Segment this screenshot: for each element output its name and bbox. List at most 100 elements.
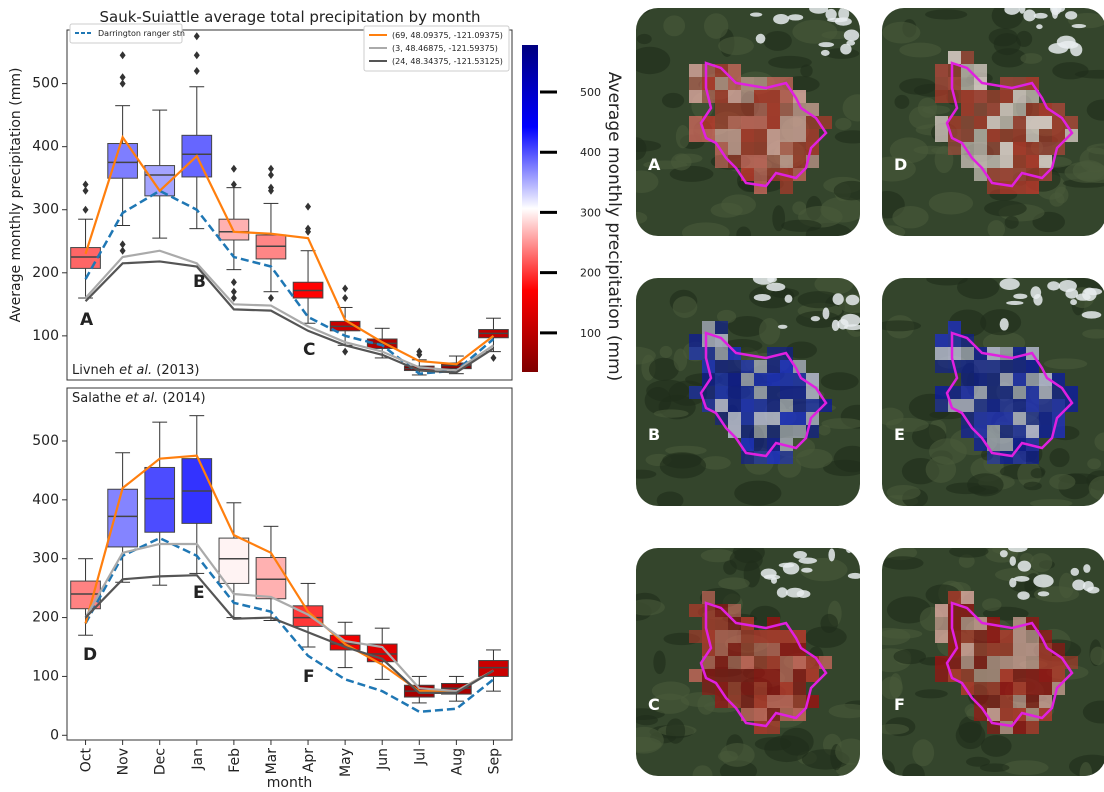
grid-cell xyxy=(806,129,819,142)
box-group xyxy=(181,415,213,574)
grid-cell xyxy=(754,669,767,682)
flier xyxy=(267,294,274,303)
grid-cell xyxy=(935,617,948,630)
grid-cell xyxy=(767,630,780,643)
grid-cell xyxy=(1013,90,1026,103)
grid-cell xyxy=(1026,103,1039,116)
snow xyxy=(845,548,853,554)
box xyxy=(70,580,101,610)
grid-cell xyxy=(948,347,961,360)
grid-cell xyxy=(948,656,961,669)
grid-cell xyxy=(689,669,702,682)
grid-cell xyxy=(793,155,806,168)
grid-cell xyxy=(961,399,974,412)
terrain xyxy=(719,760,758,776)
grid-cell xyxy=(1039,142,1052,155)
grid-cell xyxy=(1000,412,1013,425)
map-label: F xyxy=(894,695,905,714)
grid-cell xyxy=(702,77,715,90)
grid-cell xyxy=(793,669,806,682)
terrain xyxy=(842,94,860,122)
grid-cell xyxy=(689,77,702,90)
terrain xyxy=(1079,147,1104,173)
grid-cell xyxy=(1052,399,1065,412)
snow xyxy=(1013,576,1030,582)
grid-cell xyxy=(689,116,702,129)
terrain xyxy=(1049,473,1076,490)
flier xyxy=(193,51,200,60)
grid-cell xyxy=(961,373,974,386)
grid-cell xyxy=(961,630,974,643)
grid-cell xyxy=(974,90,987,103)
snow xyxy=(793,550,807,559)
terrain xyxy=(893,648,927,665)
terrain xyxy=(799,557,848,582)
grid-cell xyxy=(1026,181,1039,194)
grid-cell xyxy=(974,142,987,155)
grid-cell xyxy=(793,142,806,155)
grid-cell xyxy=(987,103,1000,116)
grid-cell xyxy=(702,321,715,334)
grid-cell xyxy=(987,643,1000,656)
grid-cell xyxy=(961,656,974,669)
grid-cell xyxy=(961,386,974,399)
grid-cell xyxy=(728,142,741,155)
grid-cell xyxy=(702,116,715,129)
grid-cell xyxy=(780,129,793,142)
grid-cell xyxy=(1013,682,1026,695)
grid-cell xyxy=(974,643,987,656)
grid-cell xyxy=(1013,399,1026,412)
grid-cell xyxy=(1013,425,1026,438)
snow xyxy=(809,8,829,14)
flier xyxy=(82,186,89,195)
grid-cell xyxy=(728,347,741,360)
grid-cell xyxy=(728,412,741,425)
snow xyxy=(820,49,830,56)
terrain xyxy=(781,219,822,232)
grid-cell xyxy=(1013,155,1026,168)
grid-cell xyxy=(780,669,793,682)
flier xyxy=(342,284,349,293)
grid-cell xyxy=(741,77,754,90)
terrain xyxy=(834,130,860,144)
snow xyxy=(832,293,844,305)
terrain xyxy=(792,19,838,44)
terrain xyxy=(1087,458,1102,470)
grid-cell xyxy=(1065,129,1078,142)
grid-cell xyxy=(728,630,741,643)
terrain xyxy=(636,346,656,365)
grid-cell xyxy=(780,181,793,194)
grid-cell xyxy=(935,129,948,142)
snow xyxy=(1036,24,1043,30)
y-tick-label: 400 xyxy=(32,492,59,508)
grid-cell xyxy=(715,90,728,103)
terrain xyxy=(889,673,903,699)
source-label: Livneh et al. (2013) xyxy=(72,363,200,378)
grid-cell xyxy=(767,721,780,734)
terrain xyxy=(882,225,906,236)
grid-cell xyxy=(754,116,767,129)
grid-cell xyxy=(1052,412,1065,425)
box-group xyxy=(478,317,509,362)
grid-cell xyxy=(935,90,948,103)
grid-cell xyxy=(1039,425,1052,438)
grid-cell xyxy=(715,617,728,630)
terrain xyxy=(754,737,792,751)
grid-cell xyxy=(1000,643,1013,656)
grid-cell xyxy=(689,604,702,617)
grid-cell xyxy=(1013,412,1026,425)
source-label: Salathe et al. (2014) xyxy=(72,391,206,406)
snow xyxy=(778,562,795,568)
flier xyxy=(267,183,274,192)
grid-cell xyxy=(1039,373,1052,386)
grid-cell xyxy=(741,669,754,682)
grid-cell xyxy=(935,386,948,399)
grid-cell xyxy=(974,116,987,129)
grid-cell xyxy=(1039,116,1052,129)
grid-cell xyxy=(935,77,948,90)
grid-cell xyxy=(754,181,767,194)
terrain xyxy=(1082,329,1104,339)
x-tick-label: Jun xyxy=(375,748,391,771)
grid-cell xyxy=(935,347,948,360)
